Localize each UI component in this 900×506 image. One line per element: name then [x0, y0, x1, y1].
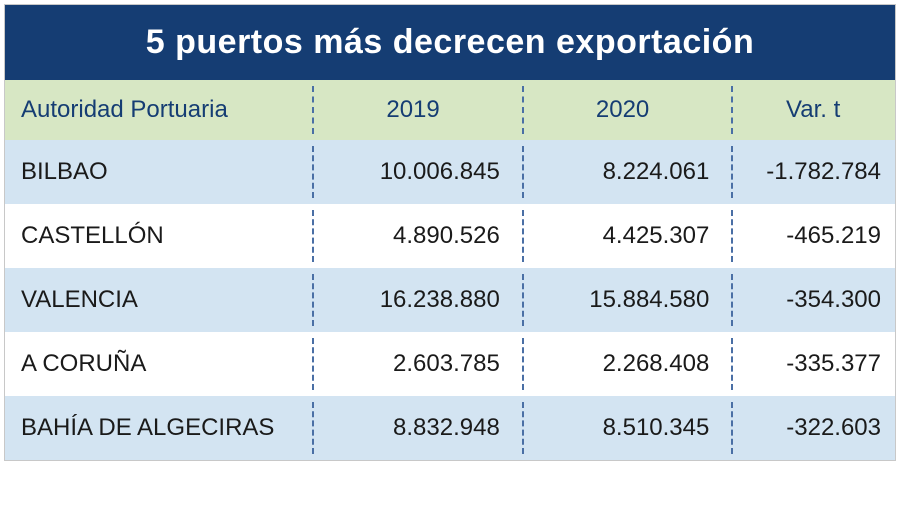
col-header-name: Autoridad Portuaria	[5, 80, 314, 140]
cell-var: -465.219	[733, 204, 895, 268]
cell-name: CASTELLÓN	[5, 204, 314, 268]
cell-var: -1.782.784	[733, 140, 895, 204]
cell-var: -322.603	[733, 396, 895, 460]
cell-y2019: 10.006.845	[314, 140, 524, 204]
cell-y2019: 2.603.785	[314, 332, 524, 396]
col-header-y2020: 2020	[524, 80, 734, 140]
cell-name: A CORUÑA	[5, 332, 314, 396]
cell-var: -354.300	[733, 268, 895, 332]
table-title: 5 puertos más decrecen exportación	[5, 5, 895, 80]
table-body: BILBAO10.006.8458.224.061-1.782.784CASTE…	[5, 140, 895, 460]
ports-table: 5 puertos más decrecen exportación Autor…	[4, 4, 896, 461]
cell-y2019: 16.238.880	[314, 268, 524, 332]
cell-var: -335.377	[733, 332, 895, 396]
col-header-y2019: 2019	[314, 80, 524, 140]
table-row: BILBAO10.006.8458.224.061-1.782.784	[5, 140, 895, 204]
table-header-row: Autoridad Portuaria20192020Var. t	[5, 80, 895, 140]
col-header-var: Var. t	[733, 80, 895, 140]
table-row: BAHÍA DE ALGECIRAS8.832.9488.510.345-322…	[5, 396, 895, 460]
cell-y2019: 8.832.948	[314, 396, 524, 460]
table-row: VALENCIA16.238.88015.884.580-354.300	[5, 268, 895, 332]
table-row: CASTELLÓN4.890.5264.425.307-465.219	[5, 204, 895, 268]
cell-name: VALENCIA	[5, 268, 314, 332]
cell-name: BAHÍA DE ALGECIRAS	[5, 396, 314, 460]
cell-name: BILBAO	[5, 140, 314, 204]
cell-y2020: 2.268.408	[524, 332, 734, 396]
cell-y2019: 4.890.526	[314, 204, 524, 268]
table-row: A CORUÑA2.603.7852.268.408-335.377	[5, 332, 895, 396]
cell-y2020: 8.510.345	[524, 396, 734, 460]
cell-y2020: 8.224.061	[524, 140, 734, 204]
cell-y2020: 4.425.307	[524, 204, 734, 268]
cell-y2020: 15.884.580	[524, 268, 734, 332]
